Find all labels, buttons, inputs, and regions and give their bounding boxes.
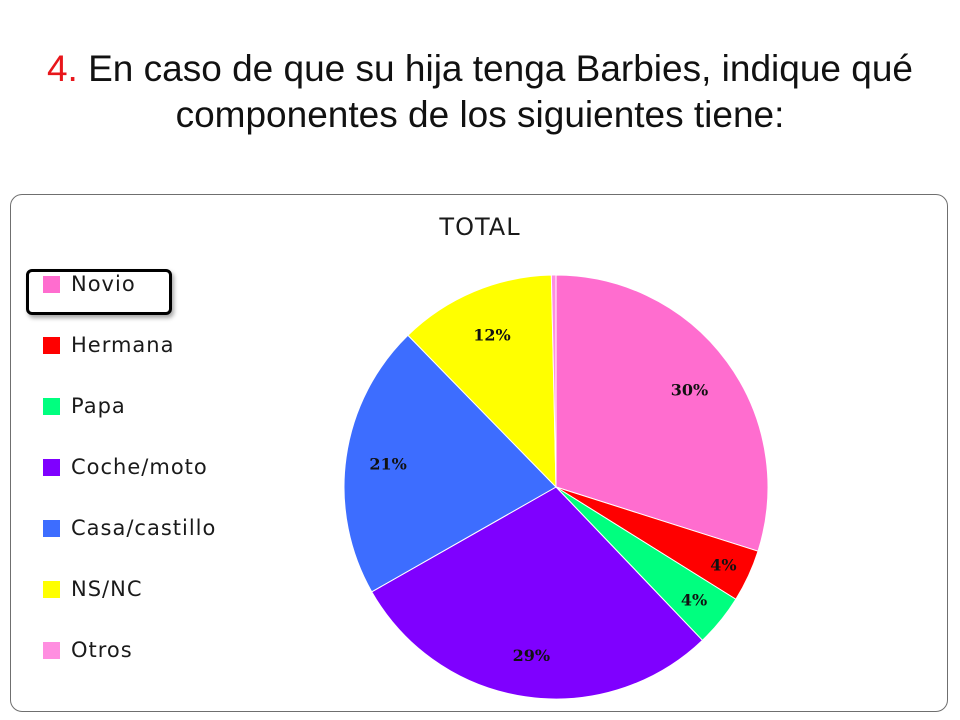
legend-label-hermana: Hermana	[71, 333, 175, 357]
legend-label-novio: Novio	[71, 272, 136, 296]
legend-item-casa-castillo: Casa/castillo	[43, 513, 263, 543]
legend-label-otros: Otros	[71, 638, 133, 662]
slide-title-text: En caso de que su hija tenga Barbies, in…	[77, 48, 913, 135]
legend-swatch-papa	[43, 397, 60, 415]
legend-swatch-coche-moto	[43, 458, 60, 476]
slide-title: 4. En caso de que su hija tenga Barbies,…	[40, 46, 920, 138]
legend-label-coche-moto: Coche/moto	[71, 455, 208, 479]
data-label-ns-nc: 12%	[473, 326, 510, 345]
legend-item-ns-nc: NS/NC	[43, 574, 263, 604]
data-label-hermana: 4%	[710, 555, 736, 574]
legend-swatch-ns-nc	[43, 580, 60, 598]
legend-item-otros: Otros	[43, 635, 263, 665]
chart-title: TOTAL	[439, 213, 521, 241]
slide-title-number: 4.	[46, 48, 78, 89]
legend-label-casa-castillo: Casa/castillo	[71, 516, 217, 540]
pie-slice-novio	[555, 274, 769, 552]
pie-slice-coche-moto	[371, 486, 704, 700]
pie-slice-otros	[550, 274, 557, 488]
legend-item-novio: Novio	[43, 269, 263, 299]
pie-slice-casa-castillo	[343, 334, 557, 593]
pie-slice-ns-nc	[407, 274, 557, 489]
data-label-novio: 30%	[671, 380, 708, 399]
chart-panel: TOTAL Novio Hermana Papa Coche/moto Casa…	[10, 194, 948, 712]
legend-swatch-casa-castillo	[43, 519, 60, 537]
data-label-papa: 4%	[681, 590, 707, 609]
legend-swatch-otros	[43, 641, 60, 659]
data-label-casa-castillo: 21%	[369, 454, 406, 473]
legend-swatch-hermana	[43, 336, 60, 354]
legend-item-hermana: Hermana	[43, 330, 263, 360]
legend-item-coche-moto: Coche/moto	[43, 452, 263, 482]
legend-swatch-novio	[43, 275, 60, 293]
data-label-coche-moto: 29%	[513, 646, 550, 665]
legend-item-papa: Papa	[43, 391, 263, 421]
pie-chart: 30% 4%4% 29% 21% 12%	[343, 274, 769, 700]
legend-label-papa: Papa	[71, 394, 126, 418]
legend-label-ns-nc: NS/NC	[71, 577, 143, 601]
legend-highlight-box	[26, 269, 172, 315]
